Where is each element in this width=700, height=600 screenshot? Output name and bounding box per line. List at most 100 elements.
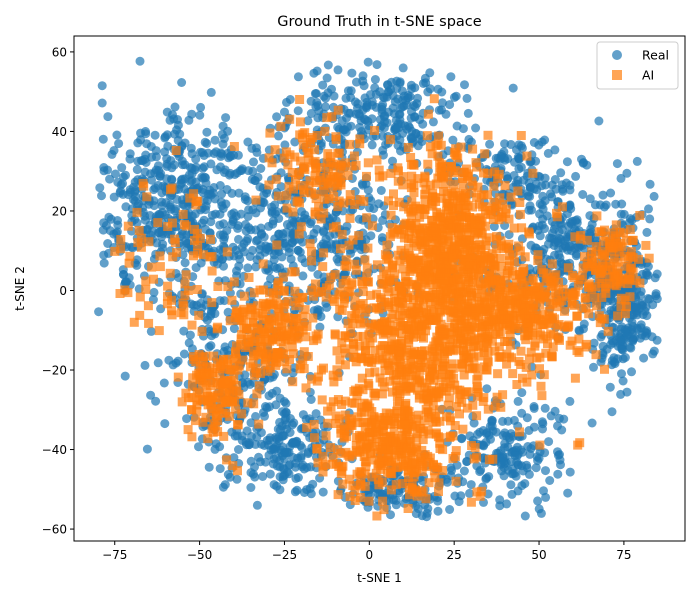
ai-point xyxy=(440,179,450,189)
real-point xyxy=(180,258,190,268)
ai-point xyxy=(135,310,145,320)
ai-point xyxy=(456,334,466,344)
ai-point xyxy=(405,490,414,500)
ai-point xyxy=(461,208,471,218)
real-point xyxy=(109,192,119,202)
ai-point xyxy=(337,466,347,476)
ai-point xyxy=(377,341,387,350)
real-point xyxy=(649,191,659,201)
real-point xyxy=(563,488,573,498)
ai-point xyxy=(362,417,372,427)
real-point xyxy=(223,307,233,317)
real-point xyxy=(272,434,282,444)
ai-point xyxy=(394,297,404,307)
ai-point xyxy=(382,283,392,293)
ai-point xyxy=(350,496,360,505)
ai-point xyxy=(442,189,452,199)
ai-point xyxy=(363,243,373,253)
ai-point xyxy=(487,336,497,346)
real-point xyxy=(590,200,600,210)
ai-point xyxy=(490,167,500,177)
real-point xyxy=(645,179,655,189)
real-point xyxy=(309,68,319,78)
real-point xyxy=(215,181,225,190)
real-point xyxy=(520,511,530,521)
ai-point xyxy=(465,223,474,233)
ai-point xyxy=(431,179,441,189)
ai-point xyxy=(514,288,524,298)
ai-point xyxy=(394,450,404,460)
real-point xyxy=(202,127,212,137)
ai-point xyxy=(463,200,473,210)
real-point xyxy=(643,270,653,280)
ai-point xyxy=(248,318,258,328)
ai-point xyxy=(374,415,384,425)
ai-point xyxy=(282,191,292,201)
real-point xyxy=(496,457,506,467)
ai-point xyxy=(464,364,474,374)
real-point xyxy=(219,219,228,229)
ai-point xyxy=(350,292,360,302)
ai-point xyxy=(533,256,543,265)
real-point xyxy=(482,384,492,394)
ai-point xyxy=(432,353,442,362)
ai-point xyxy=(423,425,433,435)
real-point xyxy=(223,345,233,355)
ai-point xyxy=(605,239,615,249)
real-point xyxy=(545,476,555,485)
ai-point xyxy=(386,485,396,495)
ai-point xyxy=(379,419,389,429)
real-point xyxy=(221,113,231,123)
real-point xyxy=(243,212,253,221)
ai-point xyxy=(604,272,614,282)
ai-point xyxy=(404,244,413,253)
ai-point xyxy=(350,353,360,362)
ai-point xyxy=(167,218,177,228)
ai-point xyxy=(555,335,564,345)
real-point xyxy=(315,322,325,332)
ai-point xyxy=(312,131,322,140)
ai-point xyxy=(368,427,378,437)
ai-point xyxy=(410,458,420,468)
ai-point xyxy=(192,197,202,206)
ai-point xyxy=(154,326,164,336)
ai-point xyxy=(334,196,344,206)
ai-point xyxy=(463,298,473,308)
ai-point xyxy=(570,232,580,242)
ai-point xyxy=(478,304,487,314)
real-point xyxy=(281,399,291,408)
ai-point xyxy=(472,289,482,299)
real-point xyxy=(607,360,617,370)
ai-point xyxy=(236,334,246,344)
ai-point xyxy=(153,218,163,228)
ai-point xyxy=(249,399,259,409)
real-point xyxy=(144,199,154,209)
ai-point xyxy=(301,332,311,342)
ai-point xyxy=(417,467,427,477)
real-point xyxy=(485,139,495,149)
real-point xyxy=(618,376,628,386)
ai-point xyxy=(452,402,461,412)
ai-point xyxy=(349,345,359,354)
ai-point xyxy=(537,391,547,401)
ai-point xyxy=(458,339,468,349)
ai-point xyxy=(600,251,610,261)
ai-point xyxy=(135,292,145,302)
ai-point xyxy=(328,223,338,233)
ai-point xyxy=(614,247,624,257)
ai-point xyxy=(302,142,312,152)
real-point xyxy=(199,151,209,160)
ai-point xyxy=(250,371,260,380)
real-point xyxy=(502,499,512,509)
ai-point xyxy=(431,428,441,438)
ai-point xyxy=(338,479,348,489)
ai-point xyxy=(326,272,336,282)
real-point xyxy=(525,192,535,202)
ai-point xyxy=(311,279,320,289)
real-point xyxy=(256,428,266,438)
ai-point xyxy=(400,351,410,361)
ai-point xyxy=(497,212,506,222)
ai-point xyxy=(514,300,524,310)
ai-point xyxy=(239,304,249,314)
ai-point xyxy=(314,372,323,382)
